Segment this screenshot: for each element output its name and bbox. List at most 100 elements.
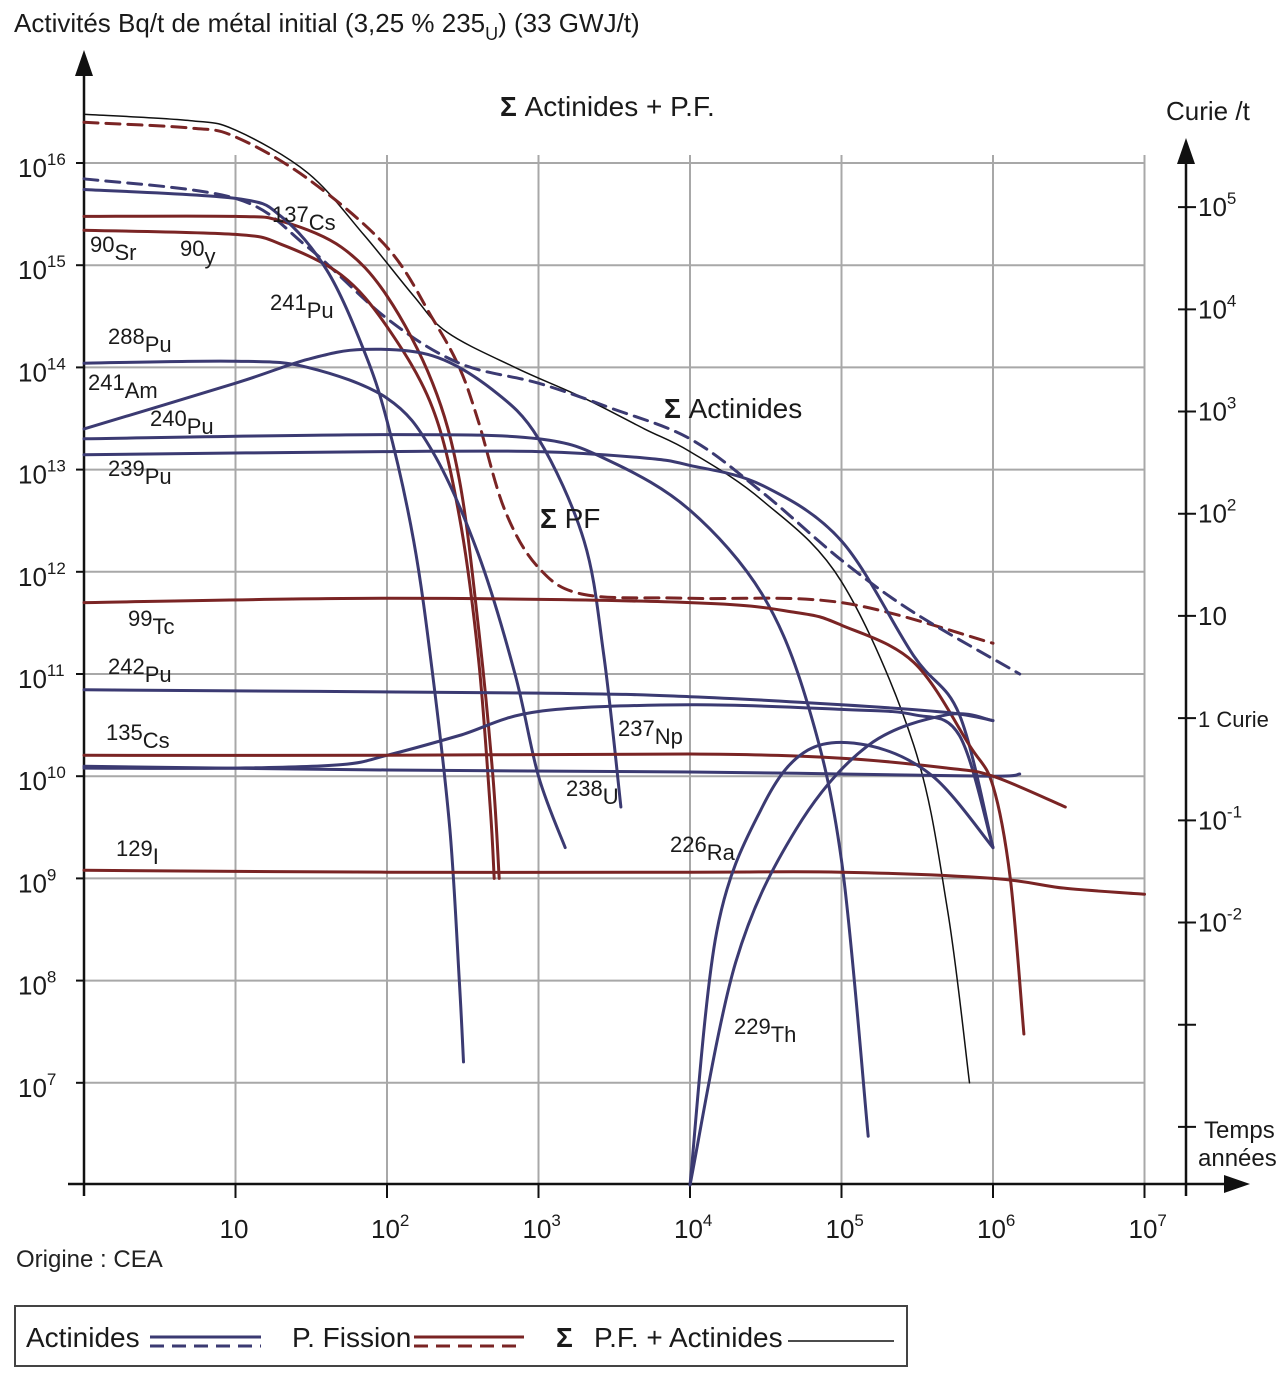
series-label-mass: 90 bbox=[180, 236, 204, 261]
right-tick-label: 105 bbox=[1198, 189, 1236, 222]
x-axis-arrow bbox=[1224, 1175, 1250, 1193]
y-axis-arrow bbox=[75, 50, 93, 76]
right-tick-base: 10 bbox=[1198, 192, 1227, 222]
y-tick-exp: 14 bbox=[47, 354, 66, 373]
series-label-mass: 226 bbox=[670, 832, 707, 857]
y-tick-label: 1015 bbox=[18, 252, 66, 285]
legend-label-fission: P. Fission bbox=[292, 1322, 411, 1353]
series-line-229th bbox=[688, 712, 995, 1187]
series-label: 229Th bbox=[734, 1014, 796, 1047]
chart-title-main: Activités Bq/t de métal initial (3,25 % … bbox=[14, 8, 485, 38]
series-label-element: Cs bbox=[309, 210, 336, 235]
series-label: 242Pu bbox=[108, 654, 172, 687]
x-tick-base: 10 bbox=[826, 1214, 855, 1244]
series-label-element: Pu bbox=[145, 464, 172, 489]
y-tick-exp: 16 bbox=[47, 150, 66, 169]
series-line-99tc bbox=[82, 596, 1026, 1036]
series-label-element: Np bbox=[655, 724, 683, 749]
series-label-mass: 241 bbox=[270, 290, 307, 315]
series-label-element: Am bbox=[125, 378, 158, 403]
right-tick-label: 10 bbox=[1198, 601, 1227, 631]
series-label: 237Np bbox=[618, 716, 683, 749]
right-tick-label: 103 bbox=[1198, 394, 1236, 427]
right-tick-base: 10 bbox=[1198, 908, 1227, 938]
y-tick-exp: 12 bbox=[47, 559, 66, 578]
x-tick-label: 107 bbox=[1129, 1211, 1167, 1244]
y-tick-label: 1010 bbox=[18, 763, 66, 796]
y-tick-label: 108 bbox=[18, 968, 56, 1001]
y-tick-exp: 8 bbox=[47, 968, 56, 987]
chart-title: Activités Bq/t de métal initial (3,25 % … bbox=[14, 8, 640, 44]
sigma-symbol: Σ bbox=[540, 503, 557, 534]
source-caption: Origine : CEA bbox=[16, 1246, 163, 1273]
y-tick-base: 10 bbox=[18, 357, 47, 387]
right-tick-label: 102 bbox=[1198, 496, 1236, 529]
y-tick-exp: 15 bbox=[47, 252, 66, 271]
annotation-sum-pf: Σ PF bbox=[540, 503, 600, 534]
series-label: 288Pu bbox=[108, 324, 172, 357]
x-tick-label: 105 bbox=[826, 1211, 864, 1244]
series-label-mass: 129 bbox=[116, 836, 153, 861]
series-label: 226Ra bbox=[670, 832, 736, 865]
y-tick-base: 10 bbox=[18, 460, 47, 490]
series-label: 240Pu bbox=[150, 406, 214, 439]
x-tick-label: 103 bbox=[523, 1211, 561, 1244]
x-tick-exp: 4 bbox=[703, 1211, 712, 1230]
x-axis-label-line1: Temps bbox=[1204, 1117, 1275, 1144]
series-line-237np bbox=[82, 703, 995, 850]
series-label-mass: 242 bbox=[108, 654, 145, 679]
right-tick-exp: 5 bbox=[1227, 189, 1236, 208]
series-label-element: Ra bbox=[707, 840, 736, 865]
right-tick-base: 10 bbox=[1198, 397, 1227, 427]
y-tick-base: 10 bbox=[18, 1073, 47, 1103]
grid bbox=[84, 155, 1146, 1184]
annotation-sum-actinides-text: Actinides bbox=[689, 393, 803, 424]
series-label-mass: 288 bbox=[108, 324, 145, 349]
x-axis-label-line2: années bbox=[1198, 1145, 1277, 1172]
right-axis-label: Curie /t bbox=[1166, 96, 1251, 126]
legend-label-sum: P.F. + Actinides bbox=[594, 1322, 783, 1353]
series-label-element: y bbox=[204, 244, 215, 269]
series-label-mass: 90 bbox=[90, 232, 114, 257]
y-tick-label: 1013 bbox=[18, 457, 66, 490]
right-tick-exp: 4 bbox=[1227, 291, 1236, 310]
legend: Actinides P. Fission Σ P.F. + Actinides bbox=[14, 1305, 908, 1367]
right-tick-base: 10 bbox=[1198, 805, 1227, 835]
series-label-mass: 238 bbox=[566, 776, 603, 801]
chart-title-tail: ) (33 GWJ/t) bbox=[498, 8, 640, 38]
series-line-241am bbox=[82, 347, 623, 809]
y-axis-right-arrow bbox=[1177, 138, 1195, 164]
annotation-sum-all: Σ Actinides + P.F. bbox=[500, 91, 715, 122]
chart-title-sub: U bbox=[485, 24, 498, 44]
y-tick-label: 1011 bbox=[18, 661, 65, 694]
right-tick-base: 10 bbox=[1198, 601, 1227, 631]
y-tick-exp: 10 bbox=[47, 763, 66, 782]
y-tick-label: 109 bbox=[18, 865, 56, 898]
y-tick-base: 10 bbox=[18, 664, 47, 694]
series-label-mass: 137 bbox=[272, 202, 309, 227]
x-tick-exp: 6 bbox=[1006, 1211, 1015, 1230]
series-line-129i bbox=[82, 868, 1146, 896]
series-label: 90Sr bbox=[90, 232, 136, 265]
y-tick-exp: 9 bbox=[47, 865, 56, 884]
series-line--actinides bbox=[82, 177, 1022, 676]
series-label: 90y bbox=[180, 236, 215, 269]
annotation-sum-pf-text: PF bbox=[565, 503, 601, 534]
x-tick-base: 10 bbox=[674, 1214, 703, 1244]
series-line-226ra bbox=[688, 740, 995, 1187]
y-tick-exp: 13 bbox=[47, 457, 66, 476]
y-tick-label: 1014 bbox=[18, 354, 66, 387]
legend-label-actinides: Actinides bbox=[26, 1322, 140, 1353]
y-tick-exp: 7 bbox=[47, 1070, 56, 1089]
series-line-90sr-90y bbox=[82, 228, 496, 880]
y-tick-base: 10 bbox=[18, 868, 47, 898]
x-tick-base: 10 bbox=[371, 1214, 400, 1244]
y-tick-label: 1016 bbox=[18, 150, 66, 183]
series-label-mass: 99 bbox=[128, 606, 152, 631]
y-tick-exp: 11 bbox=[47, 661, 65, 680]
series-label-element: Cs bbox=[143, 728, 170, 753]
x-tick-exp: 3 bbox=[551, 1211, 560, 1230]
series-label-mass: 240 bbox=[150, 406, 187, 431]
series-line--actinides-p-f- bbox=[83, 113, 971, 1084]
